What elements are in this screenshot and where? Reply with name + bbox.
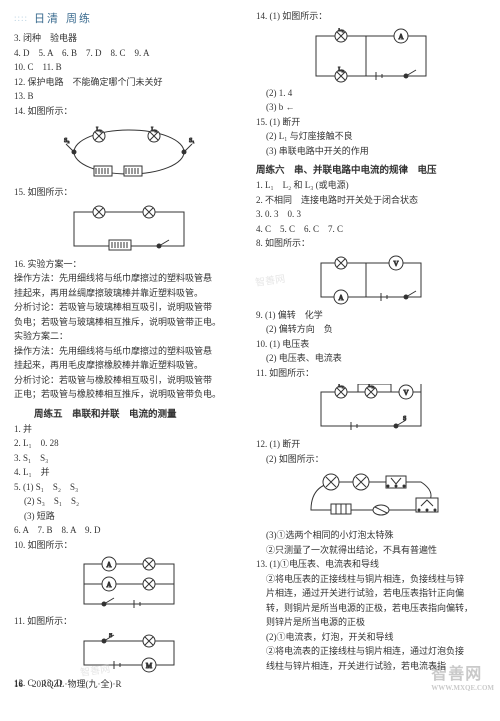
text-line: 则锌片是所当电源的正极 <box>256 616 486 630</box>
circuit-diagram-10: A A <box>74 556 184 611</box>
text-line: 分析讨论：若吸管与橡胶棒相互吸引，说明吸管带 <box>14 374 244 388</box>
circuit-diagram-r14: L₁ A L₂ <box>306 28 436 83</box>
answer-line: 3. 闭种 验电器 <box>14 32 244 46</box>
answer-line: 12. (1) 断开 <box>256 438 486 452</box>
answer-line: 6. A 7. B 8. A 9. D <box>14 524 244 538</box>
circuit-diagram-r8: V A <box>311 255 431 305</box>
svg-text:L₁: L₁ <box>338 384 344 389</box>
svg-text:A: A <box>106 581 111 589</box>
answer-line: (2) 如图所示： <box>256 453 486 467</box>
svg-text:L₂: L₂ <box>368 384 374 389</box>
answer-line: (2) 偏转方向 负 <box>256 323 486 337</box>
answer-line: 5. (1) S₁ S₂ S₃ <box>14 481 244 495</box>
answer-line: 10. 如图所示： <box>14 539 244 553</box>
answer-line: 14. 如图所示： <box>14 105 244 119</box>
answer-line: (2) S₃ S₁ S₂ <box>14 495 244 509</box>
svg-text:A: A <box>106 561 111 569</box>
answer-line: 15. 如图所示： <box>14 186 244 200</box>
site-watermark: 智善网 WWW.MXQE.COM <box>431 660 494 692</box>
text-line: 操作方法：先用细线将与纸巾摩擦过的塑料吸管悬 <box>14 345 244 359</box>
text-line: (3)①选两个相同的小灯泡太特殊 <box>256 529 486 543</box>
answer-line: (3) b ← <box>256 101 486 115</box>
section-title-6: 周练六 串、并联电路中电流的规律 电压 <box>256 162 486 176</box>
text-line: ②将电流表的正接线柱与铜片相连，通过灯泡负接 <box>256 645 486 659</box>
text-line: 挂起来，再用毛皮摩擦橡胶棒并靠近塑料吸管。 <box>14 359 244 373</box>
text-line: ②只测量了一次就得出结论，不具有普遍性 <box>256 544 486 558</box>
answer-line: 4. D 5. A 6. B 7. D 8. C 9. A <box>14 47 244 61</box>
svg-text:L₂: L₂ <box>338 67 344 73</box>
answer-line: 2. 不相同 连接电路时开关处于闭合状态 <box>256 194 486 208</box>
svg-text:M: M <box>146 662 153 670</box>
answer-line: 15. (1) 断开 <box>256 116 486 130</box>
svg-text:L₂: L₂ <box>151 127 157 133</box>
page-content: :::: 日清 周练 3. 闭种 验电器 4. D 5. A 6. B 7. D… <box>0 0 500 721</box>
answer-line: 4. L₁ 并 <box>14 466 244 480</box>
page-number: 16 <box>14 679 23 689</box>
text-line: 正电；若吸管与橡胶棒相互推斥，说明吸管带负电。 <box>14 388 244 402</box>
section-title-5: 周练五 串联和并联 电流的测量 <box>14 406 244 420</box>
answer-line: (2) 1. 4 <box>256 87 486 101</box>
circuit-diagram-14: L₁ L₂ S₁ S₂ <box>54 122 204 182</box>
text-line: 挂起来，再用丝绸摩擦玻璃棒并靠近塑料吸管。 <box>14 287 244 301</box>
answer-line: 13. B <box>14 90 244 104</box>
right-column: 14. (1) 如图所示： L₁ A L₂ (2) 1. 4 (3) b ← 1… <box>256 10 486 691</box>
answer-line: 16. 实验方案一： <box>14 258 244 272</box>
answer-line: 4. C 5. C 6. C 7. C <box>256 223 486 237</box>
svg-text:L₁: L₁ <box>96 127 102 133</box>
page-header: :::: 日清 周练 <box>14 10 244 26</box>
answer-line: 13. (1)①电压表、电流表和导线 <box>256 558 486 572</box>
answer-line: 9. (1) 偏转 化学 <box>256 309 486 323</box>
circuit-diagram-15 <box>64 204 194 254</box>
watermark-url: WWW.MXQE.COM <box>431 684 494 692</box>
svg-text:S₂: S₂ <box>64 138 69 144</box>
footer-text: 20RQZL·物理(九·全)·R <box>32 679 122 689</box>
answer-line: 11. 如图所示： <box>14 615 244 629</box>
header-title-2: 周练 <box>66 10 92 26</box>
answer-line: 3. 0. 3 0. 3 <box>256 208 486 222</box>
svg-text:S: S <box>403 416 406 422</box>
circuit-diagram-r12 <box>291 470 451 525</box>
text-line: 负电；若吸管与玻璃棒相互推斥，说明吸管带正电。 <box>14 316 244 330</box>
answer-line: 11. 如图所示： <box>256 367 486 381</box>
circuit-diagram-r11: L₁ L₂ V S <box>311 384 431 434</box>
answer-line: 1. L₁ L₂ 和 L₃ (或电源) <box>256 179 486 193</box>
answer-line: 8. 如图所示： <box>256 237 486 251</box>
svg-text:S₁: S₁ <box>189 138 194 144</box>
answer-line: 2. L₁ 0. 28 <box>14 437 244 451</box>
watermark-text: 智善网 <box>431 666 482 683</box>
answer-line: 12. 保护电路 不能确定哪个门未关好 <box>14 76 244 90</box>
answer-line: (3) 串联电路中开关的作用 <box>256 145 486 159</box>
svg-text:V: V <box>403 389 408 397</box>
circuit-diagram-11: S M <box>74 633 184 673</box>
text-line: 分析讨论：若吸管与玻璃棒相互吸引，说明吸管带 <box>14 301 244 315</box>
text-line: 实验方案二： <box>14 330 244 344</box>
svg-text:L₁: L₁ <box>338 28 344 33</box>
text-line: 操作方法：先用细线将与纸巾摩擦过的塑料吸管悬 <box>14 272 244 286</box>
answer-line: 14. (1) 如图所示： <box>256 10 486 24</box>
header-dots: :::: <box>14 13 28 23</box>
answer-line: 3. S₁ S₃ <box>14 452 244 466</box>
text-line: 转，则铜片是所当电源的正极，若电压表指向偏转， <box>256 602 486 616</box>
answer-line: (2) 电压表、电流表 <box>256 352 486 366</box>
answer-line: (2) L₁ 与灯座接触不良 <box>256 130 486 144</box>
text-line: 片相连，通过开关进行试验，若电压表指针正向偏 <box>256 587 486 601</box>
svg-text:V: V <box>393 260 398 268</box>
answer-line: 10. (1) 电压表 <box>256 338 486 352</box>
answer-line: 10. C 11. B <box>14 61 244 75</box>
text-line: (2)①电流表，灯泡，开关和导线 <box>256 631 486 645</box>
text-line: ②将电压表的正接线柱与铜片相连，负接线柱与锌 <box>256 573 486 587</box>
answer-line: 1. 并 <box>14 423 244 437</box>
header-title-1: 日清 <box>34 10 60 26</box>
left-column: :::: 日清 周练 3. 闭种 验电器 4. D 5. A 6. B 7. D… <box>14 10 244 691</box>
svg-text:S: S <box>109 633 112 639</box>
svg-text:A: A <box>398 33 403 41</box>
svg-text:A: A <box>338 294 343 302</box>
page-footer: 16 20RQZL·物理(九·全)·R <box>14 677 122 690</box>
answer-line: (3) 短路 <box>14 510 244 524</box>
